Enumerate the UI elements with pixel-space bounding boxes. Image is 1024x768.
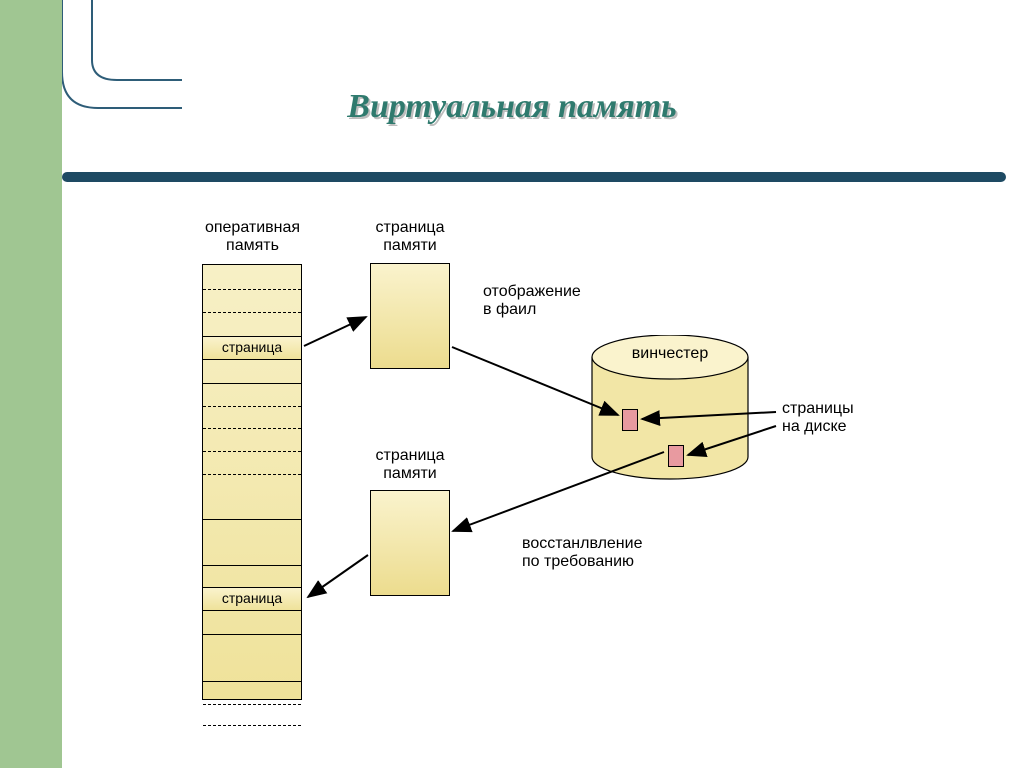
arrows-layer (180, 215, 960, 725)
mem-seg (203, 725, 301, 726)
title-underline (62, 172, 1006, 182)
slide-title: Виртуальная память (0, 88, 1024, 126)
diagram-area: оперативная память страница страница стр… (180, 215, 960, 725)
